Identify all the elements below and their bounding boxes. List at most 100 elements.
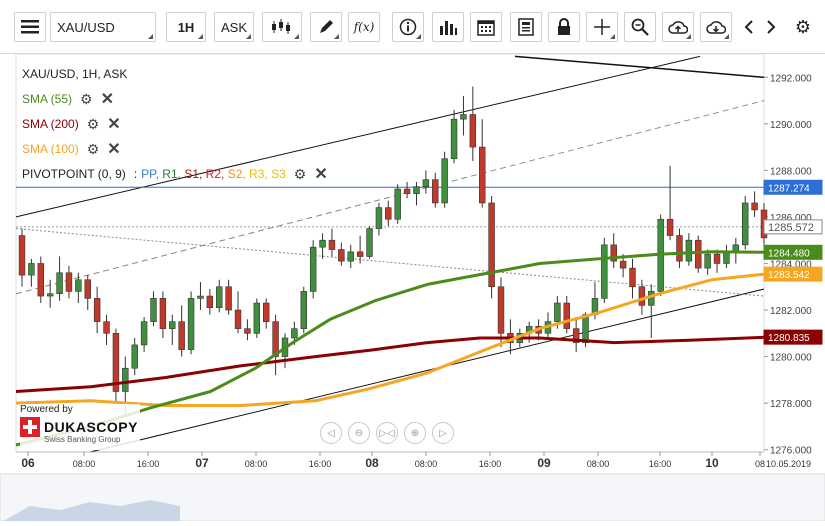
volume-button[interactable] xyxy=(432,12,464,42)
legend-sma200: SMA (200) xyxy=(22,117,79,131)
reset-view-button[interactable]: ▷◁ xyxy=(376,422,398,444)
trendline-upper xyxy=(15,55,701,218)
zoom-icon xyxy=(631,18,649,36)
price-label-text: 1287.274 xyxy=(768,183,810,194)
chevron-left-icon xyxy=(744,20,753,34)
x-tick-label: 10 xyxy=(705,456,719,470)
calendar-button[interactable] xyxy=(470,12,502,42)
close-icon[interactable]: ✕ xyxy=(107,141,121,158)
x-tick-label: 08:00 xyxy=(73,459,96,469)
prev-button[interactable] xyxy=(738,12,760,42)
scroll-left-button[interactable]: ◁ xyxy=(320,422,342,444)
candle-body xyxy=(216,286,223,308)
candle-body xyxy=(291,328,298,339)
price-label-box xyxy=(763,266,823,282)
indicators-button[interactable]: f(x) xyxy=(348,12,380,42)
candle-body xyxy=(347,251,354,262)
candle-body xyxy=(197,295,204,299)
next-button[interactable] xyxy=(760,12,782,42)
gear-icon: ⚙ xyxy=(794,16,812,37)
y-tick-label: 1290.000 xyxy=(770,120,812,131)
side-select[interactable]: ASK xyxy=(214,12,254,42)
x-tick-label: 16:00 xyxy=(649,459,672,469)
candle-body xyxy=(497,286,505,334)
candle-body xyxy=(601,244,608,299)
x-tick-label: 08:00 xyxy=(415,459,438,469)
zoom-button[interactable] xyxy=(624,12,656,42)
candle-body xyxy=(563,302,570,329)
gear-icon[interactable]: ⚙ xyxy=(86,116,100,132)
draw-tool-button[interactable] xyxy=(310,12,342,42)
timeframe-select[interactable]: 1H xyxy=(166,12,206,42)
menu-button[interactable] xyxy=(14,12,46,42)
settings-button[interactable]: ⚙ xyxy=(790,12,816,42)
candle-body xyxy=(751,202,758,211)
gear-icon[interactable]: ⚙ xyxy=(293,166,307,182)
symbol-select[interactable]: XAU/USD xyxy=(50,12,156,42)
legend-pivot-item: PP, xyxy=(141,167,163,181)
candle-body xyxy=(328,239,336,250)
legend-pivot-item: S2, xyxy=(227,167,250,181)
candle-body xyxy=(450,118,458,160)
candle-body xyxy=(37,263,44,297)
cloud-upload-icon xyxy=(668,21,688,34)
candle-body xyxy=(319,239,326,248)
candle-body xyxy=(469,114,477,148)
info-button[interactable] xyxy=(392,12,424,42)
brand-name: DUKASCOPY xyxy=(44,419,138,435)
chart-type-button[interactable] xyxy=(262,12,302,42)
scroll-right-button[interactable]: ▷ xyxy=(432,422,454,444)
price-label-text: 1285.572 xyxy=(768,222,814,234)
close-icon[interactable]: ✕ xyxy=(314,166,328,183)
toolbar: XAU/USD 1H ASK f(x) xyxy=(0,0,825,54)
candle-body xyxy=(385,207,392,220)
x-tick-label: 16:00 xyxy=(309,459,332,469)
zoom-out-button[interactable]: ⊖ xyxy=(348,422,370,444)
candle-body xyxy=(206,295,214,308)
chart-area[interactable]: 1276.000 1278.000 1280.000 1282.000 1284.000… xyxy=(0,53,825,523)
x-date-label: 10.05.2019 xyxy=(766,459,811,469)
candle-body xyxy=(488,202,495,288)
candle-body xyxy=(253,302,261,334)
y-tick-label: 1276.000 xyxy=(770,446,812,457)
candle-body xyxy=(375,207,383,229)
candle-body xyxy=(244,328,251,334)
candle-body xyxy=(225,286,232,311)
candle-body xyxy=(366,228,373,257)
close-icon[interactable]: ✕ xyxy=(100,91,114,108)
candle-body xyxy=(28,263,35,276)
candle-body xyxy=(629,267,636,288)
candle-body xyxy=(187,298,195,350)
legend-pivot-item: S1, xyxy=(184,167,206,181)
timeframe-label: 1H xyxy=(177,19,195,35)
news-button[interactable] xyxy=(510,12,542,42)
price-chart[interactable]: 1276.000 1278.000 1280.000 1282.000 1284.000… xyxy=(0,53,825,523)
crosshair-icon xyxy=(594,19,610,35)
powered-by-label: Powered by xyxy=(20,404,73,415)
lock-button[interactable] xyxy=(548,12,580,42)
crosshair-button[interactable] xyxy=(586,12,618,42)
x-tick-label: 16:00 xyxy=(137,459,160,469)
legend-pivot-item: R3, xyxy=(249,167,272,181)
candle-body xyxy=(666,218,674,236)
candle-body xyxy=(93,298,101,322)
gear-icon[interactable]: ⚙ xyxy=(80,91,93,107)
gear-icon[interactable]: ⚙ xyxy=(86,141,100,157)
x-tick-label: 08:00 xyxy=(245,459,268,469)
y-tick-label: 1286.000 xyxy=(770,213,812,224)
candle-body xyxy=(685,239,693,262)
side-label: ASK xyxy=(220,19,247,35)
bar-chart-icon xyxy=(440,21,457,35)
upload-button[interactable] xyxy=(662,12,694,42)
candle-body xyxy=(704,253,711,269)
close-icon[interactable]: ✕ xyxy=(107,116,121,133)
candle-body xyxy=(150,298,157,322)
candle-body xyxy=(723,251,730,264)
candle-body xyxy=(262,302,270,322)
download-button[interactable] xyxy=(700,12,732,42)
navigation-controls: ◁ ⊖ ▷◁ ⊕ ▷ xyxy=(320,422,454,444)
cloud-download-icon xyxy=(706,21,726,34)
zoom-in-button[interactable]: ⊕ xyxy=(404,422,426,444)
hamburger-icon xyxy=(21,20,39,34)
candle-body xyxy=(272,321,279,357)
